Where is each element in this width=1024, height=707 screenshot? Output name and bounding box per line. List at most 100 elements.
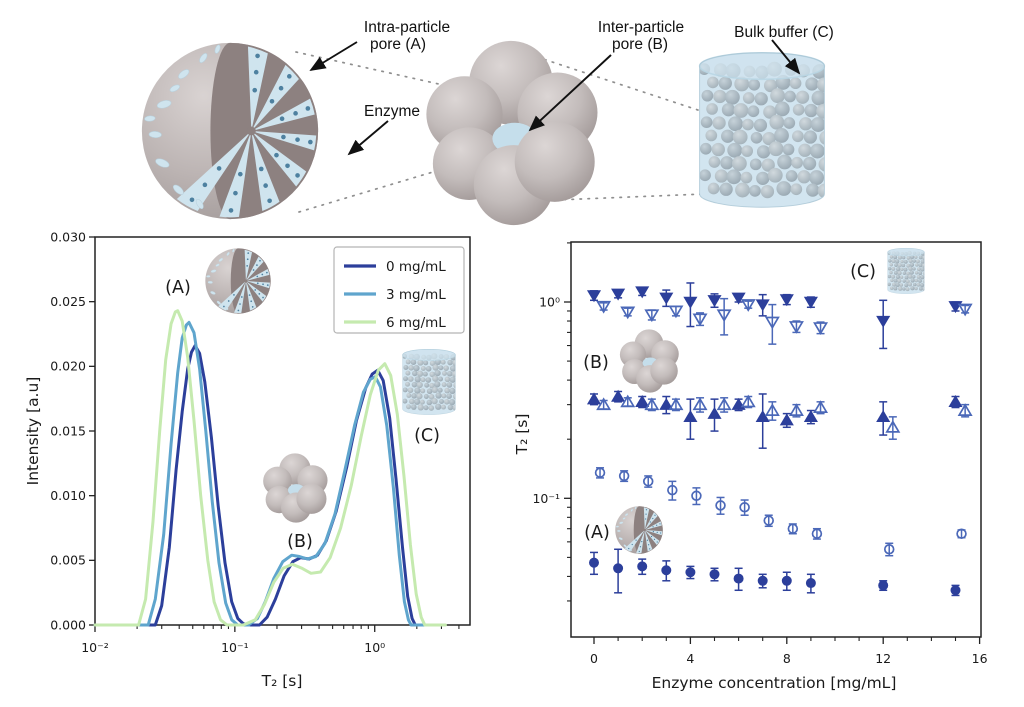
- series-bulk-buffer-c-sample-1: [586, 282, 963, 350]
- data-point: [788, 321, 804, 334]
- data-point: [588, 557, 599, 568]
- svg-text:8: 8: [783, 651, 791, 666]
- enzyme-label: Enzyme: [364, 103, 420, 120]
- top-diagram: Intra-particle pore (A) Enzyme Inter-par…: [141, 19, 834, 226]
- data-point: [618, 470, 630, 482]
- left-chart-y-axis-label: Intensity [a.u]: [24, 377, 42, 486]
- series-inter-particle-pore-b-sample-2: [596, 394, 973, 440]
- data-point: [620, 306, 636, 320]
- particle-cluster-icon-left-chart: [263, 453, 328, 523]
- svg-text:0.015: 0.015: [50, 423, 86, 438]
- data-point: [813, 400, 829, 413]
- curve-6-mg-ml: [93, 309, 447, 627]
- data-point: [876, 410, 891, 423]
- data-point: [755, 299, 770, 312]
- svg-text:10⁻²: 10⁻²: [81, 640, 109, 655]
- inter-particle-pore-label-line1: Inter-particle: [598, 19, 684, 36]
- data-point: [715, 500, 726, 511]
- svg-text:4: 4: [686, 651, 694, 666]
- legend-label-1: 3 mg/mL: [386, 287, 446, 303]
- data-point: [613, 563, 624, 574]
- svg-text:(B): (B): [287, 532, 313, 552]
- particle-cluster-illustration: [426, 40, 598, 226]
- packed-cylinder-icon-right-chart: [887, 248, 927, 294]
- data-point: [950, 585, 961, 596]
- sliced-sphere-icon-left-chart: [205, 248, 271, 314]
- svg-text:(C): (C): [850, 262, 876, 282]
- data-point: [781, 575, 792, 586]
- data-point: [779, 413, 794, 426]
- svg-text:(B): (B): [583, 353, 609, 373]
- svg-text:10⁻¹: 10⁻¹: [221, 640, 249, 655]
- right-chart-x-axis-label: Enzyme concentration [mg/mL]: [652, 674, 897, 692]
- dashed-line-cluster-to-cylinder-bottom: [555, 193, 705, 201]
- series-bulk-buffer-c-sample-2: [596, 297, 973, 345]
- packed-cylinder-illustration: [698, 53, 834, 207]
- legend-label-2: 6 mg/mL: [386, 315, 446, 331]
- arrow-enzyme: [347, 120, 389, 156]
- svg-text:(A): (A): [584, 523, 610, 543]
- data-point: [764, 403, 780, 416]
- data-point: [683, 296, 698, 309]
- data-point: [596, 300, 612, 314]
- data-point: [596, 397, 612, 411]
- svg-text:16: 16: [972, 651, 988, 666]
- data-point: [637, 561, 648, 572]
- data-point: [659, 397, 674, 410]
- right-chart-y-axis-label: T₂ [s]: [513, 414, 531, 456]
- data-point: [883, 544, 895, 555]
- dashed-line-sphere-to-cluster-top: [295, 51, 453, 88]
- data-point: [691, 490, 702, 502]
- data-point: [635, 395, 650, 408]
- svg-text:(A): (A): [165, 278, 191, 298]
- data-point: [659, 292, 674, 305]
- data-point: [739, 502, 750, 513]
- data-point: [805, 578, 816, 589]
- svg-text:10⁰: 10⁰: [539, 295, 560, 310]
- data-point: [667, 484, 678, 496]
- svg-text:10⁰: 10⁰: [364, 640, 385, 655]
- data-point: [644, 397, 660, 411]
- left-chart-x-axis-label: T₂ [s]: [261, 672, 303, 690]
- data-point: [668, 397, 684, 411]
- svg-text:0.030: 0.030: [50, 229, 86, 244]
- curve-0-mg-ml: [93, 344, 445, 627]
- arrow-bulk-buffer: [771, 39, 801, 75]
- svg-text:(C): (C): [414, 426, 440, 446]
- t2-distribution-plot-area: 0.000 0.005 0.010 0.015 0.020 0.025 0.030 10⁻² 1…: [50, 229, 471, 655]
- data-point: [586, 290, 602, 303]
- data-point: [692, 313, 708, 327]
- sliced-sphere-icon-right-chart: [615, 506, 663, 554]
- data-point: [692, 397, 708, 411]
- data-point: [731, 292, 746, 305]
- curve-3-mg-ml: [93, 320, 445, 627]
- data-point: [716, 397, 732, 411]
- svg-text:12: 12: [875, 651, 891, 666]
- data-point: [787, 523, 799, 534]
- zoom-dashed-lines: [295, 51, 705, 213]
- data-point: [957, 403, 973, 416]
- intra-particle-pore-label-line2: pore (A): [370, 36, 426, 53]
- data-point: [956, 528, 967, 539]
- data-point: [779, 294, 794, 307]
- legend-label-0: 0 mg/mL: [386, 259, 446, 275]
- data-point: [811, 528, 823, 539]
- data-point: [763, 515, 774, 526]
- data-point: [644, 309, 660, 323]
- svg-text:0.020: 0.020: [50, 359, 86, 374]
- svg-text:0.025: 0.025: [50, 294, 86, 309]
- data-point: [707, 406, 722, 419]
- data-point: [709, 569, 720, 580]
- data-point: [757, 575, 768, 586]
- data-point: [716, 309, 732, 323]
- data-point: [683, 410, 698, 423]
- arrow-inter-particle-pore: [528, 54, 612, 132]
- data-point: [620, 394, 636, 408]
- sliced-sphere-illustration: [141, 42, 319, 220]
- data-point: [733, 573, 744, 584]
- data-point: [948, 395, 963, 408]
- svg-text:0.000: 0.000: [50, 617, 86, 632]
- data-point: [788, 403, 804, 416]
- dashed-line-cluster-to-cylinder-top: [536, 56, 702, 112]
